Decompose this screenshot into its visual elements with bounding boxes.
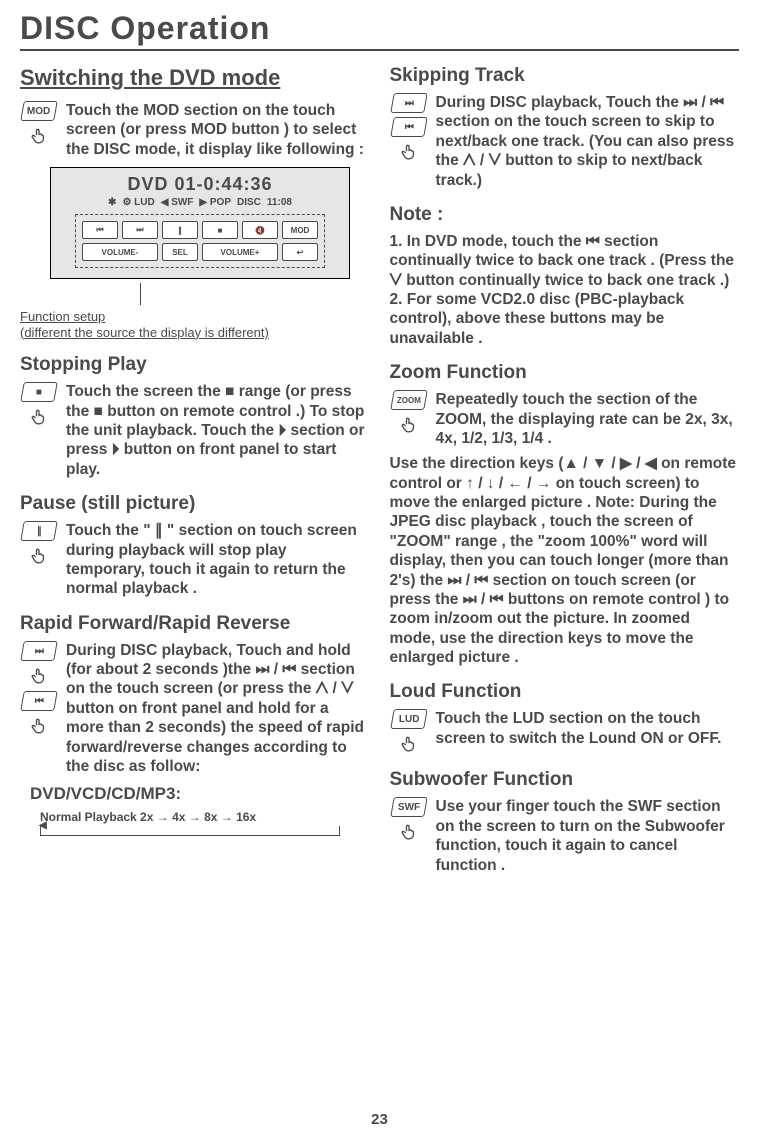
touch-icon — [29, 715, 49, 737]
display-buttons: ⏮ ⏭ ∥ ■ 🔇 MOD VOLUME- SEL VOLUME+ ↩ — [75, 214, 325, 268]
heading-skipping: Skipping Track — [390, 65, 740, 87]
touch-icon — [29, 406, 49, 428]
right-column: Skipping Track ⏭ ⏮ During DISC playback,… — [390, 59, 740, 881]
touch-icon — [399, 733, 419, 755]
next-icon: ⏭ — [20, 641, 58, 661]
btn-next: ⏭ — [122, 221, 158, 239]
sub-text: Use your finger touch the SWF section on… — [436, 797, 740, 875]
pause-icon: ∥ — [20, 521, 58, 541]
pause-text: Touch the " ∥ " section on touch screen … — [66, 521, 370, 599]
zoom-icon: ZOOM — [390, 390, 428, 410]
page-title: DISC Operation — [20, 10, 739, 51]
zoom-text1: Repeatedly touch the section of the ZOOM… — [436, 390, 740, 448]
stopping-text: Touch the screen the ■ range (or press t… — [66, 382, 370, 479]
next-icon: ⏭ — [390, 93, 428, 113]
lud-icon: LUD — [390, 709, 428, 729]
display-line1: DVD 01-0:44:36 — [59, 174, 341, 195]
stop-icon: ■ — [20, 382, 58, 402]
function-setup: Function setup (different the source the… — [20, 309, 370, 340]
page-number: 23 — [371, 1111, 388, 1128]
mod-icon: MOD — [20, 101, 58, 121]
display-sub: ✱ ⚙ LUD ◀ SWF ▶ POP DISC 11:08 — [59, 197, 341, 208]
btn-vol-down: VOLUME- — [82, 243, 158, 261]
btn-mute: 🔇 — [242, 221, 278, 239]
btn-mod: MOD — [282, 221, 318, 239]
touch-icon — [399, 141, 419, 163]
heading-loud: Loud Function — [390, 681, 740, 703]
touch-icon — [29, 665, 49, 687]
rapid-text: During DISC playback, Touch and hold (fo… — [66, 641, 370, 777]
switching-text: Touch the MOD section on the touch scree… — [66, 101, 370, 159]
swf-icon: SWF — [390, 797, 428, 817]
btn-sel: SEL — [162, 243, 198, 261]
speed-return-arrow — [40, 826, 340, 836]
loud-text: Touch the LUD section on the touch scree… — [436, 709, 740, 755]
btn-return: ↩ — [282, 243, 318, 261]
btn-prev: ⏮ — [82, 221, 118, 239]
touch-icon — [29, 125, 49, 147]
heading-switching: Switching the DVD mode — [20, 65, 370, 91]
heading-subwoofer: Subwoofer Function — [390, 769, 740, 791]
heading-note: Note : — [390, 204, 740, 226]
heading-zoom: Zoom Function — [390, 362, 740, 384]
touch-icon — [399, 414, 419, 436]
note-text: 1. In DVD mode, touch the ⏮ section cont… — [390, 232, 740, 348]
left-column: Switching the DVD mode MOD Touch the MOD… — [20, 59, 370, 881]
speed-row: Normal Playback 2x → 4x → 8x → 16x — [40, 810, 370, 824]
dvd-display: DVD 01-0:44:36 ✱ ⚙ LUD ◀ SWF ▶ POP DISC … — [50, 167, 350, 279]
speed-diagram: Normal Playback 2x → 4x → 8x → 16x — [40, 810, 370, 836]
prev-icon: ⏮ — [390, 117, 428, 137]
btn-vol-up: VOLUME+ — [202, 243, 278, 261]
touch-icon — [399, 821, 419, 843]
skipping-text: During DISC playback, Touch the ⏭ / ⏮ se… — [436, 93, 740, 190]
btn-stop: ■ — [202, 221, 238, 239]
heading-pause: Pause (still picture) — [20, 493, 370, 515]
touch-icon — [29, 545, 49, 567]
pointer-line — [140, 283, 141, 305]
btn-pause: ∥ — [162, 221, 198, 239]
heading-rapid: Rapid Forward/Rapid Reverse — [20, 613, 370, 635]
prev-icon: ⏮ — [20, 691, 58, 711]
speed-title: DVD/VCD/CD/MP3: — [30, 784, 370, 804]
heading-stopping: Stopping Play — [20, 354, 370, 376]
zoom-text2: Use the direction keys (▲ / ▼ / ▶ / ◀ on… — [390, 454, 740, 667]
